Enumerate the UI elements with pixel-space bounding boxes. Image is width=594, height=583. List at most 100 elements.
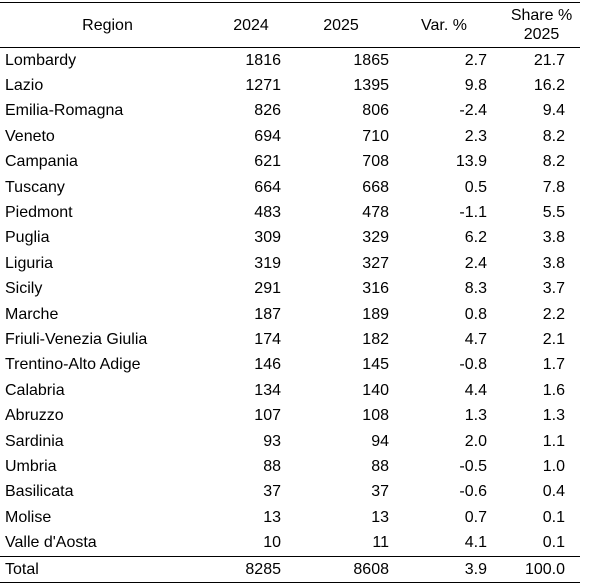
cell: 6.2 [464,229,487,247]
cell: 0.7 [464,508,487,526]
table-body: Lombardy 1816 1865 2.7 21.7 Lazio 1271 1395 9.8 1… [0,48,580,583]
cell: 1271 [245,77,281,95]
table-row: Molise 13 13 0.7 0.1 [0,505,580,530]
cell: 9.8 [464,77,487,95]
cell: 1.1 [542,432,565,450]
cell: 134 [254,381,281,399]
row-label: Veneto [5,127,55,145]
table-row: Umbria 88 88 -0.5 1.0 [0,454,580,479]
cell: 182 [362,330,389,348]
cell: 694 [254,127,281,145]
row-label: Campania [5,153,78,171]
cell: 8.3 [464,280,487,298]
cell: -0.5 [459,457,487,475]
table-row: Sardinia 93 94 2.0 1.1 [0,429,580,454]
row-label: Tuscany [5,178,65,196]
cell: 5.5 [542,204,565,222]
cell: 21.7 [533,51,565,69]
row-label: Molise [5,508,52,526]
cell: 13 [263,508,281,526]
cell: 189 [362,305,389,323]
cell: 3.8 [542,254,565,272]
table-row: Tuscany 664 668 0.5 7.8 [0,175,580,200]
cell: 145 [362,356,389,374]
cell: 319 [254,254,281,272]
cell: 710 [362,127,389,145]
table-row: Piedmont 483 478 -1.1 5.5 [0,200,580,225]
cell: 0.8 [464,305,487,323]
cell: 8285 [215,555,287,583]
cell: -0.6 [459,483,487,501]
row-label: Total [0,555,215,583]
cell: 9.4 [542,102,565,120]
row-label: Valle d'Aosta [5,534,97,552]
cell: 93 [263,432,281,450]
cell: 13.9 [455,153,487,171]
row-label: Calabria [5,381,65,399]
cell: 4.7 [464,330,487,348]
cell: 708 [362,153,389,171]
cell: 8.2 [542,153,565,171]
cell: 146 [254,356,281,374]
cell: 1.7 [542,356,565,374]
cell: 1.3 [542,407,565,425]
cell: 88 [263,457,281,475]
cell: 1395 [353,77,389,95]
cell: 2.3 [464,127,487,145]
total-row: Total 8285 8608 3.9 100.0 [0,555,580,583]
cell: 88 [371,457,389,475]
row-label: Puglia [5,229,50,247]
cell: 1.3 [464,407,487,425]
row-label: Emilia-Romagna [5,102,124,120]
cell: 4.4 [464,381,487,399]
cell: 2.2 [542,305,565,323]
cell: 1.0 [542,457,565,475]
row-label: Lombardy [5,51,77,69]
cell: 108 [362,407,389,425]
cell: 8608 [287,555,395,583]
table-row: Calabria 134 140 4.4 1.6 [0,378,580,403]
header-row: Region 2024 2025 Var. % Share % 2025 [0,2,580,48]
row-label: Marche [5,305,59,323]
row-label: Piedmont [5,204,73,222]
row-label: Abruzzo [5,407,64,425]
cell: 10 [263,534,281,552]
cell: -1.1 [459,204,487,222]
cell: 8.2 [542,127,565,145]
cell: 37 [371,483,389,501]
table-row: Basilicata 37 37 -0.6 0.4 [0,480,580,505]
row-label: Friuli-Venezia Giulia [5,330,148,348]
table-row: Valle d'Aosta 10 11 4.1 0.1 [0,530,580,556]
data-table: Region 2024 2025 Var. % Share % 2025 Lombard… [0,2,580,583]
cell: 94 [371,432,389,450]
table-row: Campania 621 708 13.9 8.2 [0,150,580,175]
table-row: Emilia-Romagna 826 806 -2.4 9.4 [0,99,580,124]
cell: 174 [254,330,281,348]
cell: 291 [254,280,281,298]
table-row: Trentino-Alto Adige 146 145 -0.8 1.7 [0,353,580,378]
cell: 1865 [353,51,389,69]
table-row: Abruzzo 107 108 1.3 1.3 [0,403,580,428]
table-row: Lombardy 1816 1865 2.7 21.7 [0,48,580,74]
header-cell: Share % 2025 [493,2,580,48]
table-row: Liguria 319 327 2.4 3.8 [0,251,580,276]
cell: 327 [362,254,389,272]
cell: 37 [263,483,281,501]
cell: 826 [254,102,281,120]
cell: 3.8 [542,229,565,247]
header-cell: 2024 [215,2,287,48]
cell: 329 [362,229,389,247]
cell: 1816 [245,51,281,69]
cell: 2.4 [464,254,487,272]
cell: 100.0 [493,555,580,583]
cell: 1.6 [542,381,565,399]
cell: 309 [254,229,281,247]
table-row: Friuli-Venezia Giulia 174 182 4.7 2.1 [0,327,580,352]
row-label: Trentino-Alto Adige [5,356,141,374]
table-row: Puglia 309 329 6.2 3.8 [0,226,580,251]
cell: 3.9 [395,555,493,583]
row-label: Liguria [5,254,54,272]
table-row: Lazio 1271 1395 9.8 16.2 [0,73,580,98]
cell: 13 [371,508,389,526]
row-label: Lazio [5,77,44,95]
